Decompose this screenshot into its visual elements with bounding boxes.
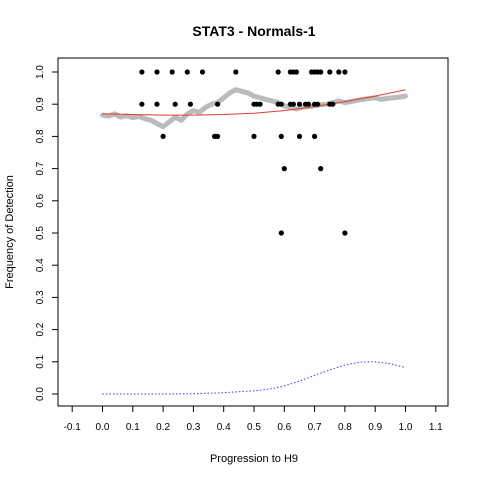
data-point (187, 101, 193, 107)
data-point (281, 166, 287, 172)
x-axis: -0.1 0.0 0.1 0.2 0.3 0.4 0.5 0.6 0.7 0.8 0.9 1.0 1.1 (64, 406, 443, 433)
data-point (160, 133, 166, 139)
plot-frame (57, 57, 449, 407)
data-point (154, 101, 160, 107)
y-tick-label: 0.2 (35, 322, 46, 336)
y-tick-label: 0.1 (35, 354, 46, 368)
y-tick-label: 0.4 (35, 258, 46, 272)
y-tick-label: 0.5 (35, 226, 46, 240)
data-point (169, 69, 175, 75)
y-tick-label: 0.3 (35, 290, 46, 304)
data-point (336, 69, 342, 75)
data-point (290, 101, 296, 107)
data-point (139, 101, 145, 107)
y-tick-label: 1.0 (35, 65, 46, 79)
plot-area (100, 69, 408, 395)
x-tick-label: 0.6 (277, 422, 291, 433)
x-tick-label: 0.4 (217, 422, 231, 433)
x-tick-label: 1.1 (429, 422, 443, 433)
data-point (257, 101, 263, 107)
x-tick-label: 0.7 (308, 422, 322, 433)
x-tick-label: 0.2 (156, 422, 170, 433)
smoothed-frequency-line (100, 87, 408, 130)
data-point (312, 133, 318, 139)
data-point (278, 230, 284, 236)
trend-fit-line (102, 89, 406, 116)
data-point (139, 69, 145, 75)
y-axis-label: Frequency of Detection (4, 175, 16, 289)
x-tick-label: 0.9 (368, 422, 382, 433)
x-tick-label: 0.3 (186, 422, 200, 433)
data-point (278, 133, 284, 139)
x-tick-label: 0.0 (96, 422, 110, 433)
data-point (296, 133, 303, 139)
data-point (330, 101, 336, 107)
x-tick-label: 0.1 (126, 422, 140, 433)
x-tick-label: 0.8 (338, 422, 352, 433)
data-point (315, 101, 321, 107)
data-point (215, 133, 221, 139)
y-tick-label: 0.9 (35, 97, 46, 111)
x-tick-label: 1.0 (399, 422, 413, 433)
data-point (318, 69, 324, 75)
y-tick-label: 0.7 (35, 161, 46, 175)
data-point (184, 69, 190, 75)
x-axis-label: Progression to H9 (210, 453, 298, 465)
data-point (318, 166, 324, 172)
data-point (233, 69, 239, 75)
data-point (215, 101, 221, 107)
data-point (275, 69, 281, 75)
data-point (172, 101, 178, 107)
data-point (199, 69, 206, 75)
data-point (251, 133, 257, 139)
data-point (342, 69, 348, 75)
y-axis: 0.0 0.1 0.2 0.3 0.4 0.5 0.6 0.7 0.8 0.9 1.0 (35, 65, 58, 401)
y-tick-label: 0.8 (35, 129, 46, 143)
data-point (154, 69, 160, 75)
data-point (293, 69, 299, 75)
data-point (342, 230, 348, 236)
x-tick-label: 0.5 (247, 422, 261, 433)
y-tick-label: 0.6 (35, 193, 46, 207)
data-point (327, 69, 333, 75)
chart-title: STAT3 - Normals-1 (192, 23, 315, 39)
y-tick-label: 0.0 (35, 387, 46, 401)
data-point (278, 101, 284, 107)
x-tick-label: -0.1 (64, 422, 82, 433)
data-point (296, 101, 303, 107)
density-dotted-line (102, 361, 406, 395)
data-point (305, 101, 312, 107)
